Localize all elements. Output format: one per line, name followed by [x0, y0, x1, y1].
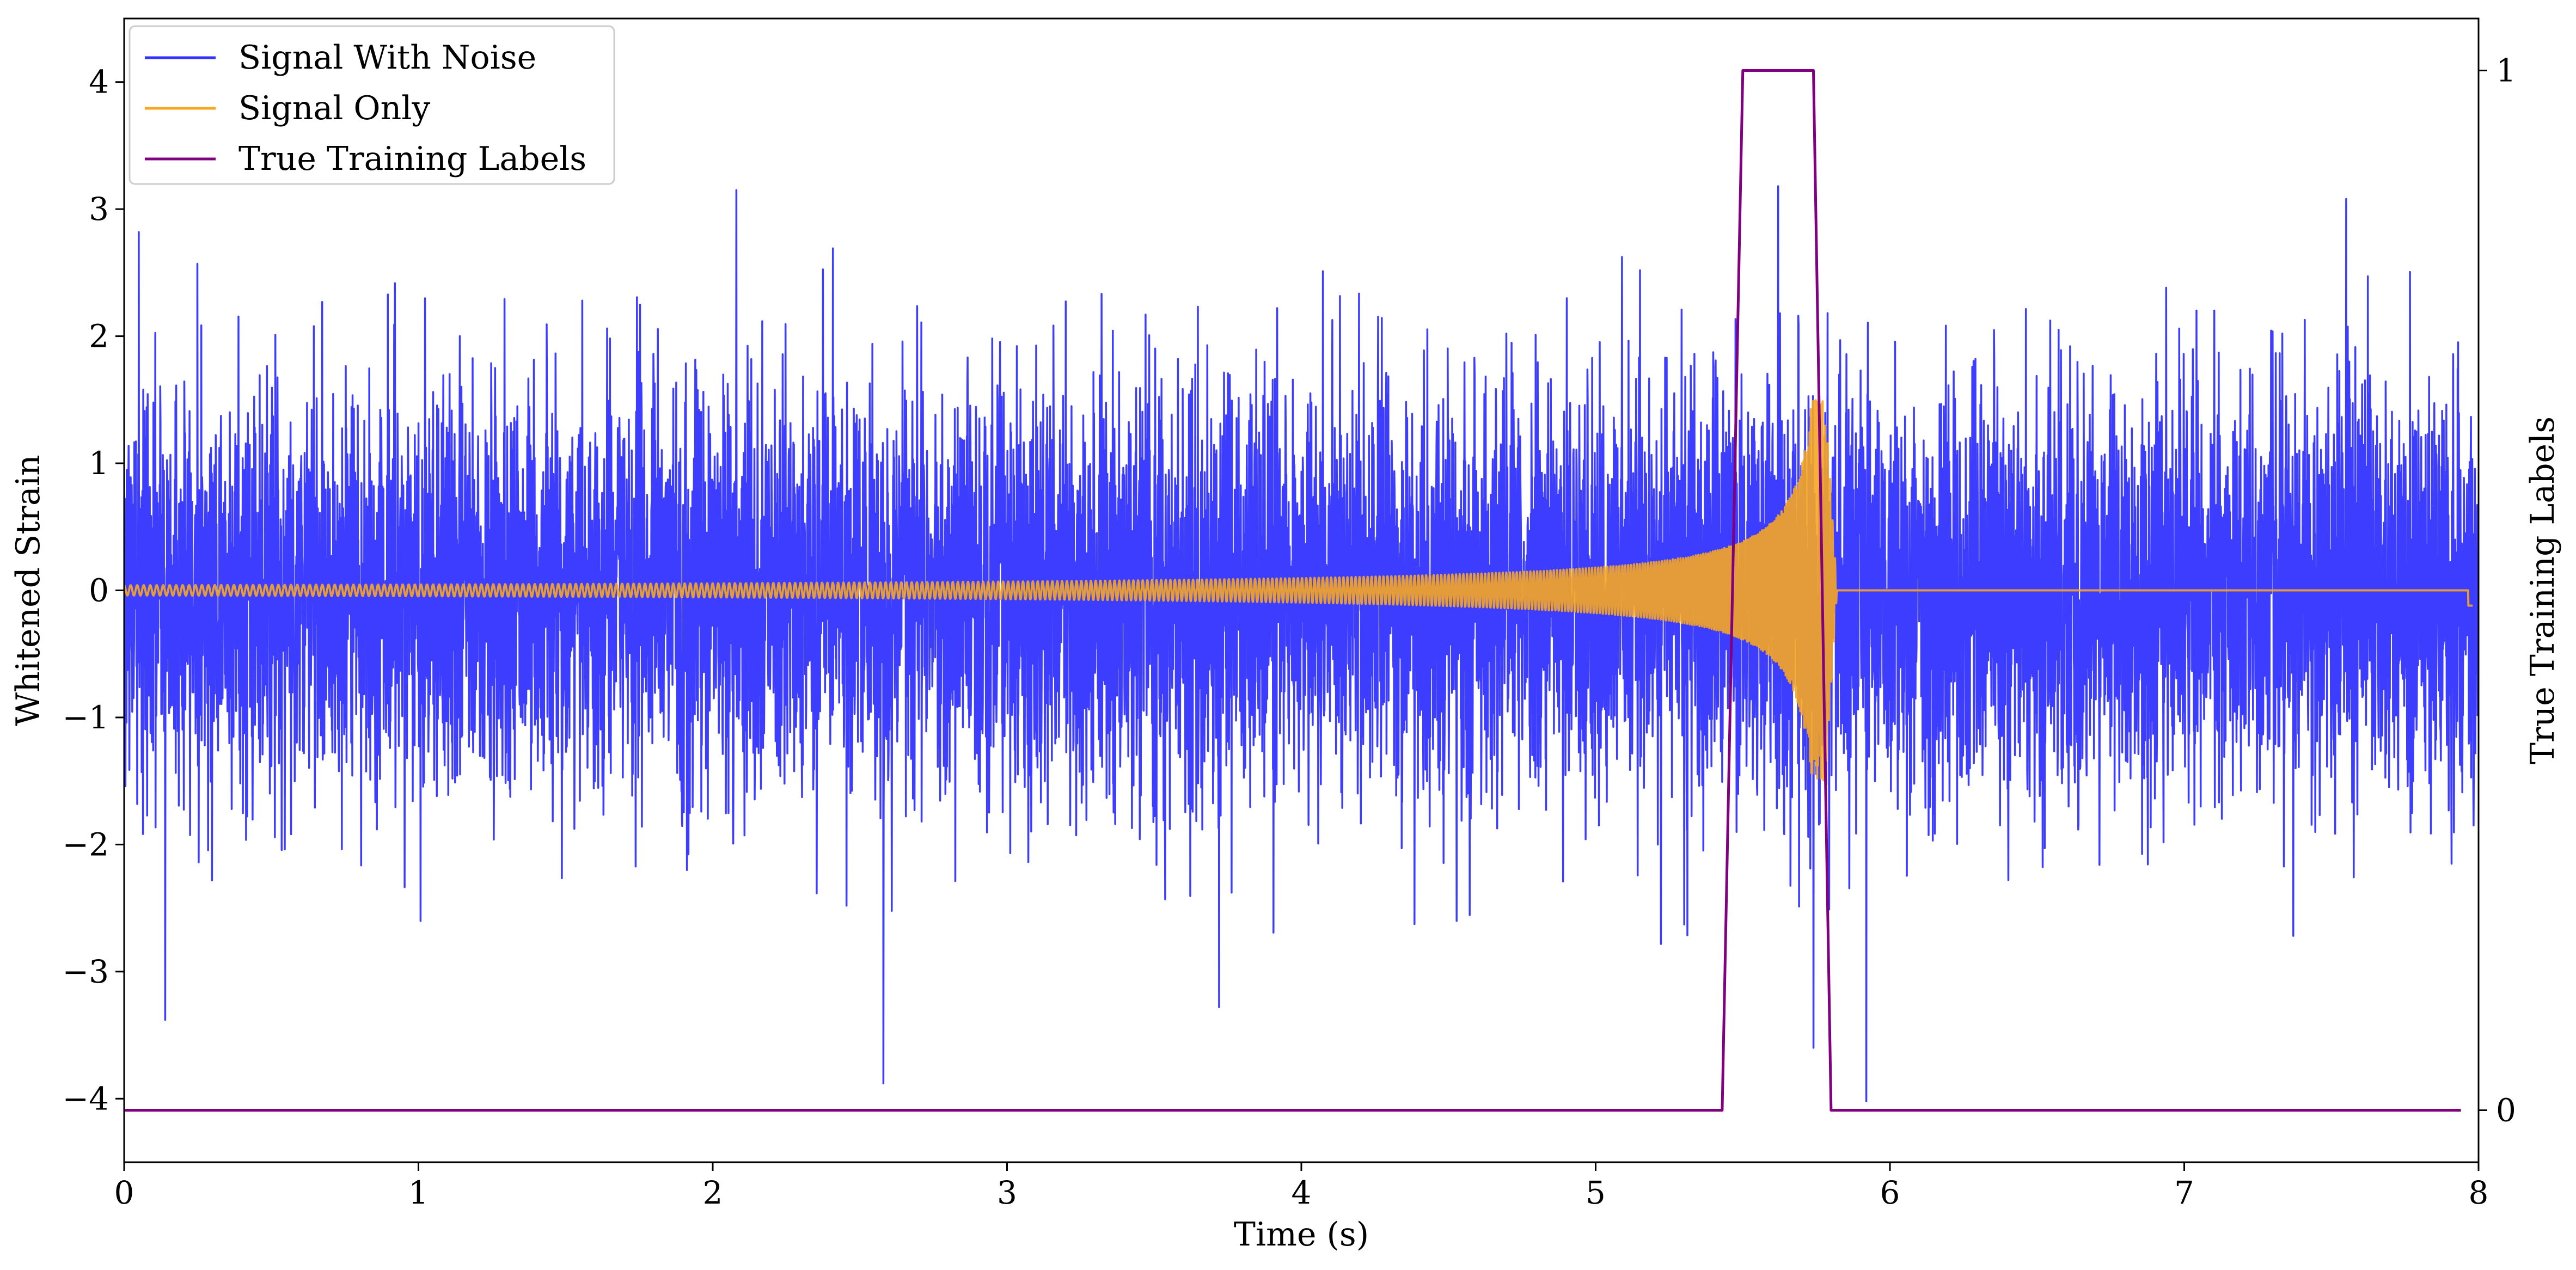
legend-box	[129, 25, 615, 185]
y-tick-label: −1	[63, 699, 109, 736]
y2-tick-label: 0	[2496, 1092, 2516, 1129]
y-tick-label: 2	[89, 318, 109, 355]
x-tick-label: 4	[1292, 1174, 1312, 1211]
y2-axis-ticks: 01	[2479, 52, 2516, 1129]
x-tick-label: 2	[703, 1174, 723, 1211]
y2-axis-title: True Training Labels	[2524, 416, 2562, 764]
x-tick-label: 8	[2469, 1174, 2489, 1211]
x-tick-label: 5	[1586, 1174, 1606, 1211]
x-tick-label: 0	[114, 1174, 134, 1211]
series-signal-only	[124, 399, 2474, 782]
legend-label-signal-with-noise: Signal With Noise	[238, 39, 536, 77]
legend: Signal With Noise Signal Only True Train…	[129, 25, 615, 185]
x-axis-ticks: 0 1 2 3 4 5 6 7 8	[114, 1162, 2489, 1211]
x-tick-label: 7	[2174, 1174, 2194, 1211]
x-tick-label: 3	[997, 1174, 1017, 1211]
y-tick-label: 1	[89, 445, 109, 482]
x-tick-label: 6	[1880, 1174, 1900, 1211]
y-axis-title: Whitened Strain	[9, 455, 47, 726]
y2-tick-label: 1	[2496, 52, 2516, 89]
x-tick-label: 1	[408, 1174, 429, 1211]
x-axis-title: Time (s)	[1234, 1216, 1369, 1254]
y-axis-ticks: −4 −3 −2 −1 0 1 2 3 4	[63, 64, 124, 1117]
y-tick-label: 4	[89, 64, 109, 101]
y-tick-label: 0	[89, 572, 109, 609]
series-layer	[124, 69, 2479, 1112]
y-tick-label: −3	[63, 953, 109, 990]
legend-label-signal-only: Signal Only	[238, 89, 430, 127]
series-signal-with-noise	[124, 185, 2479, 1102]
series-true-training-labels	[124, 69, 2461, 1112]
legend-label-true-training-labels: True Training Labels	[238, 140, 586, 178]
y-tick-label: 3	[89, 191, 109, 228]
y-tick-label: −2	[63, 826, 109, 863]
y-tick-label: −4	[63, 1080, 109, 1117]
